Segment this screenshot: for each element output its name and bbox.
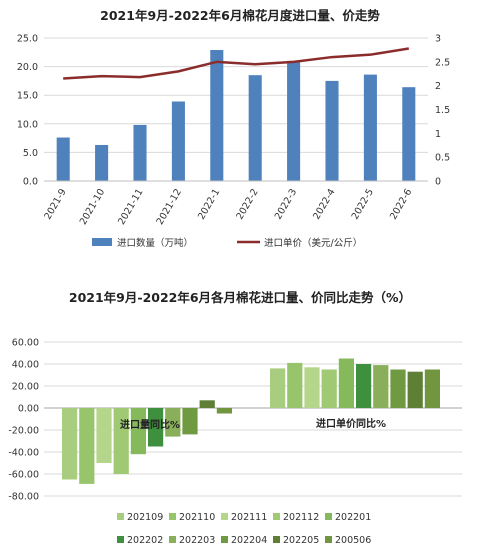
bar bbox=[148, 408, 164, 447]
legend-swatch bbox=[169, 513, 176, 520]
legend-swatch bbox=[117, 536, 124, 543]
legend-swatch bbox=[169, 536, 176, 543]
bar bbox=[248, 75, 262, 181]
chart1-price-line bbox=[63, 47, 409, 80]
legend-label: 202204 bbox=[231, 535, 267, 546]
bar bbox=[270, 368, 286, 408]
chart2-bars bbox=[62, 358, 440, 484]
bar bbox=[199, 400, 215, 408]
bar bbox=[407, 371, 423, 408]
bar bbox=[390, 369, 406, 408]
bar bbox=[56, 137, 70, 181]
x-tick-label: 2021-11 bbox=[116, 187, 145, 227]
x-tick-label: 2022-1 bbox=[196, 187, 222, 222]
legend-swatch bbox=[273, 513, 280, 520]
y-left-tick-label: 25.0 bbox=[17, 34, 38, 45]
y-tick-label: -80.00 bbox=[8, 492, 39, 503]
x-tick-label: 2022-6 bbox=[388, 187, 414, 222]
y-right-tick-label: 1 bbox=[435, 129, 441, 140]
x-tick-label: 2022-4 bbox=[311, 187, 337, 222]
chart2-title: 2021年9月-2022年6月各月棉花进口量、价同比走势（%） bbox=[69, 290, 411, 305]
legend-label: 202109 bbox=[127, 512, 163, 523]
legend-swatch-import-qty bbox=[92, 238, 112, 246]
y-right-tick-label: 1.5 bbox=[435, 105, 450, 116]
chart2-legend: 202109 202110 202111 202112 202201 202202 2022… bbox=[117, 512, 371, 546]
x-tick-label: 2022-2 bbox=[234, 187, 260, 222]
x-tick-label: 2022-5 bbox=[350, 187, 376, 222]
bar bbox=[356, 364, 372, 408]
legend-label: 202203 bbox=[179, 535, 215, 546]
bar bbox=[62, 408, 78, 480]
y-tick-label: 40.00 bbox=[12, 360, 39, 371]
y-left-tick-label: 10.0 bbox=[17, 119, 38, 130]
y-tick-label: -40.00 bbox=[8, 448, 39, 459]
chart1-title: 2021年9月-2022年6月棉花月度进口量、价走势 bbox=[100, 8, 380, 23]
legend-swatch bbox=[273, 536, 280, 543]
chart2-group-label-price: 进口单价同比% bbox=[316, 417, 386, 430]
bar bbox=[287, 60, 301, 181]
bar bbox=[287, 362, 303, 408]
bar bbox=[171, 101, 185, 181]
legend-label: 202202 bbox=[127, 535, 163, 546]
legend-swatch bbox=[221, 513, 228, 520]
bar bbox=[402, 87, 416, 181]
chart1-left-axis: 0.0 5.0 10.0 15.0 20.0 25.0 bbox=[17, 34, 38, 188]
chart1-right-axis: 0 0.5 1 1.5 2 2.5 3 bbox=[435, 34, 450, 188]
y-tick-label: 0.00 bbox=[18, 404, 39, 415]
x-tick-label: 2021-12 bbox=[155, 187, 184, 227]
legend-label: 202205 bbox=[283, 535, 319, 546]
bar bbox=[113, 408, 129, 474]
x-tick-label: 2022-3 bbox=[273, 187, 299, 222]
legend-swatch bbox=[221, 536, 228, 543]
bar bbox=[373, 365, 389, 408]
bar bbox=[79, 408, 95, 484]
chart1-x-axis: 2021-9 2021-10 2021-11 2021-12 2022-1 2022-2 2… bbox=[42, 180, 428, 227]
chart2-group-label-volume: 进口量同比% bbox=[120, 418, 180, 431]
y-right-tick-label: 2 bbox=[435, 81, 441, 92]
series-line bbox=[63, 47, 409, 80]
y-right-tick-label: 2.5 bbox=[435, 57, 450, 68]
legend-swatch bbox=[325, 513, 332, 520]
legend-swatch bbox=[325, 536, 332, 543]
y-left-tick-label: 20.0 bbox=[17, 62, 38, 73]
bar bbox=[133, 124, 147, 181]
y-left-tick-label: 5.0 bbox=[23, 148, 38, 159]
y-right-tick-label: 3 bbox=[435, 34, 441, 45]
bar bbox=[325, 80, 339, 181]
y-tick-label: -60.00 bbox=[8, 470, 39, 481]
y-right-tick-label: 0 bbox=[435, 177, 441, 188]
bar bbox=[95, 144, 109, 181]
bar bbox=[338, 358, 354, 408]
y-left-tick-label: 15.0 bbox=[17, 91, 38, 102]
y-tick-label: -20.00 bbox=[8, 426, 39, 437]
legend-swatch bbox=[117, 513, 124, 520]
bar bbox=[210, 50, 224, 182]
legend-label: 202201 bbox=[335, 512, 371, 523]
y-left-tick-label: 0.0 bbox=[23, 177, 38, 188]
bar bbox=[216, 408, 232, 414]
bar bbox=[130, 408, 146, 455]
chart1-bars bbox=[56, 50, 416, 182]
bar bbox=[182, 408, 198, 435]
bar bbox=[321, 369, 337, 408]
legend-label: 202112 bbox=[283, 512, 319, 523]
bar bbox=[363, 74, 377, 181]
bar bbox=[96, 408, 112, 463]
y-right-tick-label: 0.5 bbox=[435, 153, 450, 164]
x-tick-label: 2021-9 bbox=[42, 187, 68, 222]
chart1-legend: 进口数量（万吨） 进口单价（美元/公斤） bbox=[92, 237, 362, 249]
bar bbox=[165, 408, 181, 437]
legend-label-import-price: 进口单价（美元/公斤） bbox=[264, 237, 362, 249]
legend-label: 200506 bbox=[335, 535, 371, 546]
legend-label: 202111 bbox=[231, 512, 267, 523]
y-tick-label: 20.00 bbox=[12, 382, 39, 393]
legend-label: 202110 bbox=[179, 512, 215, 523]
y-tick-label: 60.00 bbox=[12, 338, 39, 349]
chart2-y-axis: 60.00 40.00 20.00 0.00 -20.00 -40.00 -60.00 -80… bbox=[8, 338, 39, 503]
x-tick-label: 2021-10 bbox=[78, 187, 107, 227]
bar bbox=[424, 369, 440, 408]
legend-label-import-qty: 进口数量（万吨） bbox=[117, 237, 193, 249]
bar bbox=[304, 367, 320, 408]
